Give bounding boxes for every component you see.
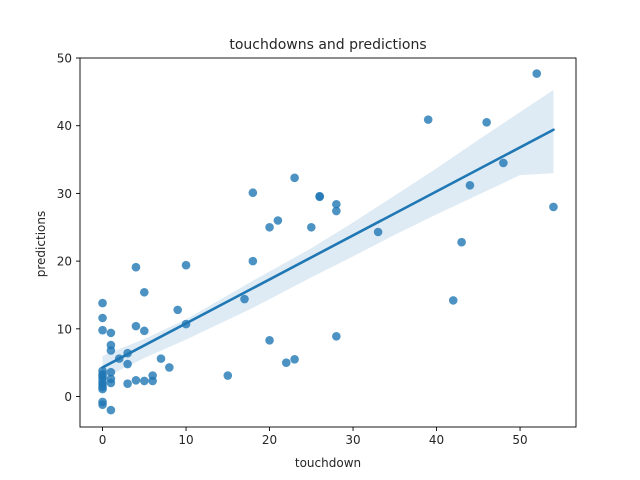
scatter-point <box>139 326 149 336</box>
scatter-point <box>265 336 274 345</box>
scatter-point <box>139 376 149 386</box>
scatter-point <box>499 158 508 168</box>
scatter-point <box>139 287 149 297</box>
scatter-point <box>173 305 182 315</box>
scatter-point <box>98 298 107 308</box>
x-axis-label: touchdown <box>295 456 361 470</box>
scatter-point <box>131 375 141 385</box>
chart-title: touchdowns and predictions <box>229 37 426 53</box>
scatter-point <box>98 400 107 409</box>
x-tick-label: 50 <box>512 433 527 447</box>
scatter-point <box>315 192 324 202</box>
scatter-point <box>332 206 341 216</box>
x-tick-label: 10 <box>178 433 193 447</box>
scatter-point <box>131 262 141 272</box>
scatter-point <box>240 294 249 304</box>
scatter-point <box>373 227 383 237</box>
scatter-point <box>423 115 433 124</box>
scatter-point <box>181 260 191 270</box>
scatter-point <box>290 354 299 364</box>
y-tick-label: 20 <box>57 255 72 269</box>
scatter-point <box>123 359 132 369</box>
y-tick-label: 30 <box>57 187 72 201</box>
scatter-point <box>281 358 291 367</box>
scatter-point <box>306 222 316 232</box>
plot-area <box>98 69 558 415</box>
x-tick-label: 20 <box>262 433 277 447</box>
x-tick-label: 0 <box>99 433 107 447</box>
scatter-point <box>98 313 107 323</box>
x-tick-label: 40 <box>429 433 444 447</box>
scatter-point <box>290 173 299 183</box>
axes: 0 10 20 30 40 50 0 10 20 30 40 50 <box>57 52 577 447</box>
scatter-point <box>131 321 141 331</box>
y-tick-label: 10 <box>57 322 72 336</box>
y-axis-label: predictions <box>34 211 48 277</box>
scatter-point <box>165 363 174 372</box>
scatter-point <box>156 354 166 363</box>
scatter-point <box>106 367 116 377</box>
scatter-point <box>106 346 116 355</box>
scatter-point <box>248 188 258 198</box>
scatter-point <box>148 376 157 386</box>
y-tick-label: 50 <box>57 52 72 66</box>
scatter-point <box>248 256 258 266</box>
scatter-point <box>98 384 107 394</box>
scatter-point <box>457 237 466 247</box>
axes-frame <box>79 57 577 428</box>
scatter-point <box>106 405 116 415</box>
plot-content <box>98 69 558 415</box>
scatter-point <box>265 222 274 232</box>
scatter-point <box>98 325 107 335</box>
scatter-point <box>332 199 341 209</box>
y-tick-label: 40 <box>57 119 72 133</box>
scatter-point <box>482 118 491 127</box>
x-tick-label: 30 <box>345 433 360 447</box>
scatter-point <box>123 379 132 388</box>
y-tick-label: 0 <box>64 390 72 404</box>
regression-line <box>101 128 555 369</box>
scatter-point <box>332 331 341 341</box>
scatter-point <box>448 296 458 305</box>
scatter-point <box>273 216 283 225</box>
scatter-point <box>532 69 542 78</box>
scatter-point <box>465 180 475 190</box>
scatter-point <box>223 371 233 380</box>
scatter-point <box>106 328 116 338</box>
scatter-point <box>106 378 116 388</box>
scatter-point <box>549 202 558 212</box>
